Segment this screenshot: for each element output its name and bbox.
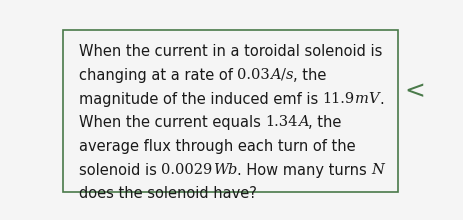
- Text: m: m: [354, 92, 368, 106]
- Text: When the current equals: When the current equals: [79, 115, 265, 130]
- Text: When the current in a toroidal solenoid is: When the current in a toroidal solenoid …: [79, 44, 382, 59]
- Text: <: <: [403, 80, 424, 104]
- Text: N: N: [370, 163, 383, 177]
- Text: . How many turns: . How many turns: [237, 163, 370, 178]
- Text: W: W: [212, 163, 227, 177]
- Text: .: .: [379, 92, 383, 107]
- Text: 1.34: 1.34: [265, 115, 297, 129]
- Text: changing at a rate of: changing at a rate of: [79, 68, 237, 83]
- Text: 0.03: 0.03: [237, 68, 269, 82]
- Text: A: A: [297, 115, 308, 129]
- Text: , the: , the: [293, 68, 326, 83]
- Text: solenoid is: solenoid is: [79, 163, 161, 178]
- Text: 11.9: 11.9: [322, 92, 354, 106]
- Text: s: s: [285, 68, 293, 82]
- Text: magnitude of the induced emf is: magnitude of the induced emf is: [79, 92, 322, 107]
- Text: does the solenoid have?: does the solenoid have?: [79, 187, 256, 202]
- Text: 0.0029: 0.0029: [161, 163, 212, 177]
- Text: average flux through each turn of the: average flux through each turn of the: [79, 139, 355, 154]
- Text: V: V: [368, 92, 379, 106]
- Text: A: A: [269, 68, 280, 82]
- Text: , the: , the: [308, 115, 341, 130]
- Text: b: b: [227, 163, 237, 177]
- Text: /: /: [280, 68, 285, 82]
- FancyBboxPatch shape: [63, 30, 397, 192]
